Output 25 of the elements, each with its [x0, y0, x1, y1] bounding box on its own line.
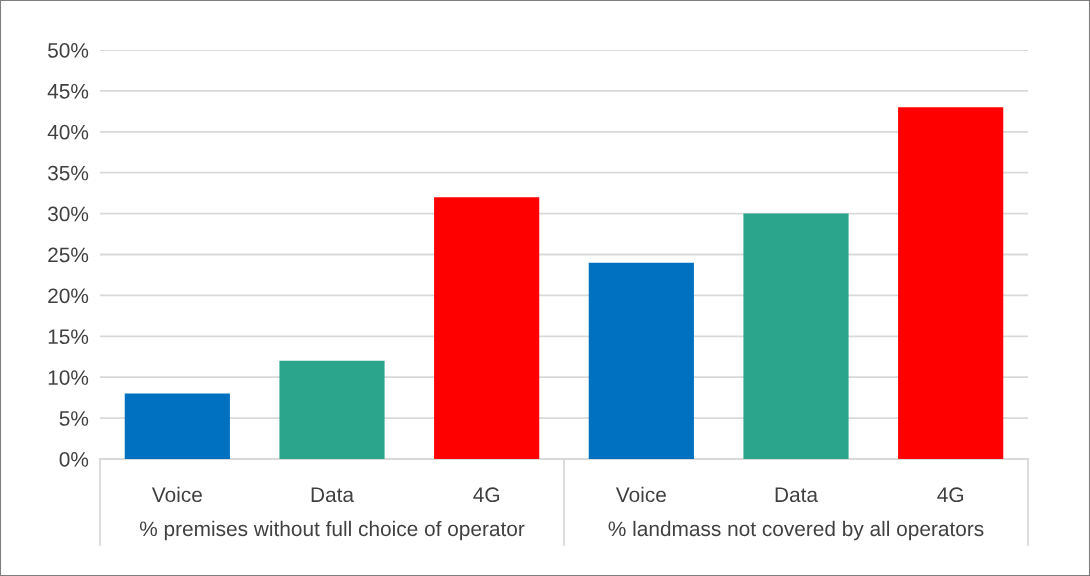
x-tick-label: Data — [311, 487, 354, 503]
x-tick-label: Voice — [151, 486, 202, 503]
bar — [898, 107, 1004, 459]
bar — [588, 262, 694, 459]
bar — [279, 360, 385, 459]
y-tick-label: 5% — [59, 411, 89, 426]
y-tick-label: 50% — [48, 43, 89, 58]
bar — [434, 197, 540, 459]
y-tick-label: 25% — [48, 247, 89, 263]
y-tick-label: 30% — [47, 206, 89, 222]
x-tick-label: 4G — [937, 487, 964, 503]
x-tick-label: 4G — [473, 487, 500, 503]
text: % premises without full choice of operator — [139, 520, 525, 541]
y-tick-label: 15% — [48, 329, 89, 345]
y-tick-label: 35% — [47, 165, 89, 181]
y-tick-label: 20% — [48, 288, 89, 304]
x-tick-label: Voice — [615, 486, 666, 503]
text: % landmass not covered by all operators — [608, 520, 984, 541]
y-tick-label: 0% — [59, 452, 89, 467]
bar — [743, 213, 849, 459]
x-tick-label: Data — [775, 487, 818, 503]
bar — [124, 393, 230, 459]
y-tick-label: 40% — [47, 124, 89, 140]
y-tick-label: 45% — [47, 83, 89, 99]
y-tick-label: 10% — [48, 370, 89, 385]
